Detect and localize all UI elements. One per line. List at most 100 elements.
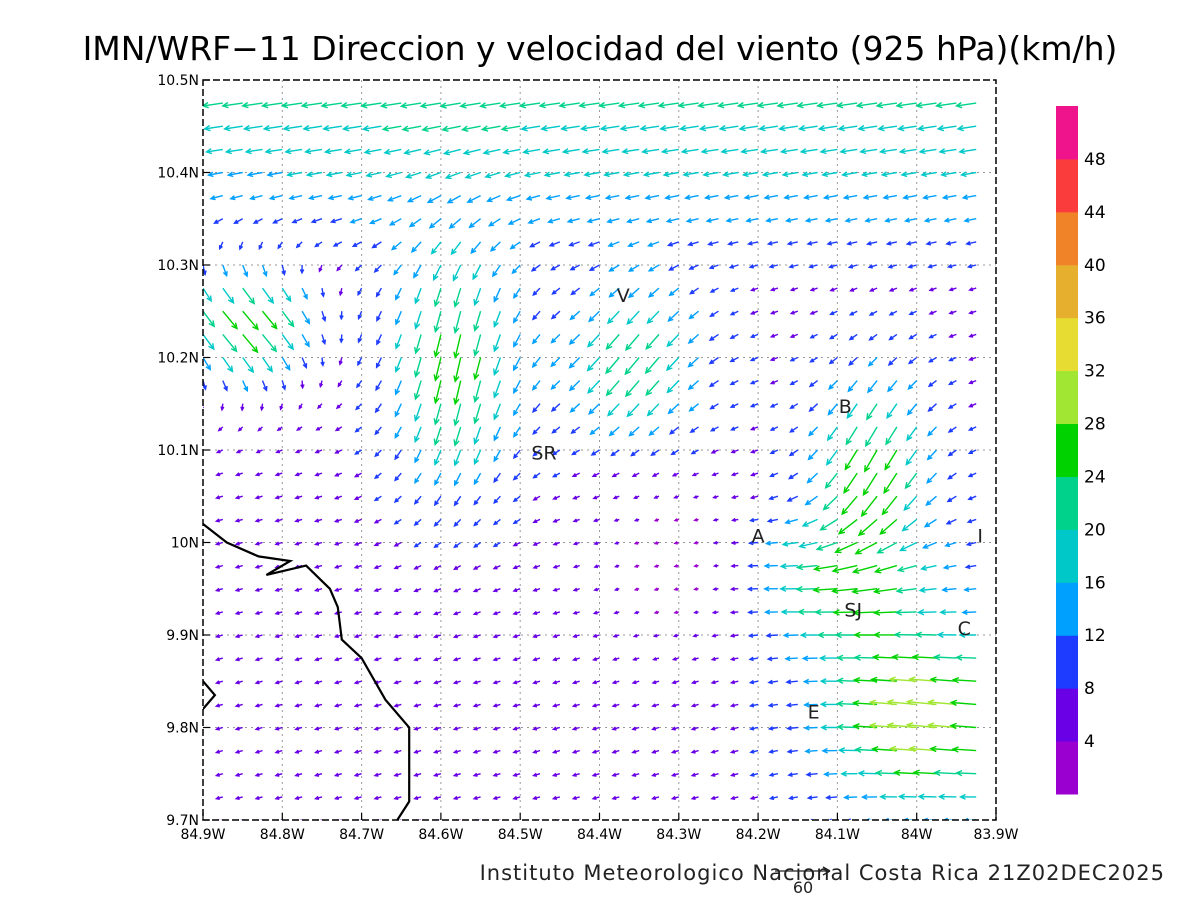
wind-arrow bbox=[472, 680, 481, 685]
wind-arrow bbox=[728, 264, 739, 269]
wind-arrow bbox=[566, 218, 580, 224]
place-label: B bbox=[839, 396, 852, 418]
wind-arrow bbox=[941, 586, 957, 593]
wind-arrow bbox=[393, 726, 402, 731]
wind-arrow bbox=[373, 495, 382, 502]
colorbar-label: 32 bbox=[1084, 362, 1106, 382]
wind-arrow bbox=[867, 380, 878, 394]
wind-arrow bbox=[222, 310, 239, 330]
wind-arrow bbox=[690, 772, 699, 777]
wind-arrow bbox=[545, 194, 561, 201]
wind-arrow bbox=[413, 772, 422, 777]
wind-arrow bbox=[965, 240, 977, 246]
wind-arrow bbox=[414, 449, 422, 464]
wind-arrow bbox=[824, 217, 838, 223]
wind-arrow bbox=[464, 171, 481, 179]
wind-arrow bbox=[608, 287, 620, 298]
wind-arrow bbox=[579, 124, 600, 132]
wind-arrow bbox=[633, 541, 640, 545]
wind-arrow bbox=[707, 241, 719, 246]
wind-arrow bbox=[254, 518, 263, 523]
wind-arrow bbox=[313, 680, 323, 685]
wind-arrow bbox=[254, 795, 263, 800]
wind-arrow bbox=[532, 772, 541, 777]
wind-arrow bbox=[641, 148, 660, 155]
wind-arrow bbox=[268, 194, 283, 201]
wind-arrow bbox=[570, 426, 581, 434]
wind-arrow bbox=[334, 426, 343, 432]
wind-arrow bbox=[254, 633, 263, 639]
wind-arrow bbox=[589, 287, 600, 297]
wind-arrow bbox=[948, 356, 957, 362]
wind-arrow bbox=[234, 772, 243, 777]
wind-arrow bbox=[605, 380, 620, 397]
wind-arrow bbox=[958, 148, 977, 155]
wind-arrow bbox=[320, 357, 325, 368]
wind-arrow bbox=[527, 218, 541, 224]
wind-arrow bbox=[804, 495, 819, 506]
wind-arrow bbox=[484, 171, 501, 179]
wind-arrow bbox=[906, 403, 918, 416]
wind-arrow bbox=[349, 218, 362, 224]
wind-arrow bbox=[927, 403, 937, 412]
wind-arrow bbox=[926, 722, 957, 729]
wind-arrow bbox=[223, 124, 243, 132]
wind-arrow bbox=[313, 726, 323, 731]
wind-arrow bbox=[203, 473, 204, 474]
wind-arrow bbox=[394, 426, 402, 440]
wind-arrow bbox=[459, 102, 481, 109]
wind-arrow bbox=[763, 586, 778, 592]
wind-arrow bbox=[572, 518, 580, 523]
wind-arrow bbox=[729, 749, 739, 754]
wind-arrow bbox=[413, 518, 422, 526]
wind-arrow bbox=[708, 264, 719, 270]
wind-arrow bbox=[591, 795, 600, 800]
wind-arrow bbox=[222, 380, 228, 392]
wind-arrow bbox=[868, 333, 878, 341]
wind-arrow bbox=[218, 241, 224, 251]
wind-arrow bbox=[472, 634, 481, 639]
wind-arrow bbox=[827, 403, 838, 416]
wind-arrow bbox=[373, 726, 382, 731]
wind-arrow bbox=[851, 609, 878, 616]
wind-arrow bbox=[964, 564, 977, 570]
wind-arrow bbox=[946, 264, 957, 269]
wind-arrow bbox=[906, 426, 918, 442]
colorbar-segment bbox=[1056, 529, 1078, 583]
wind-arrow bbox=[933, 769, 957, 777]
wind-arrow bbox=[203, 519, 204, 521]
place-label: SJ bbox=[844, 600, 862, 622]
wind-arrow bbox=[786, 495, 799, 502]
wind-arrow bbox=[879, 793, 897, 800]
wind-arrow bbox=[945, 518, 957, 525]
wind-arrow bbox=[918, 586, 937, 594]
wind-arrow bbox=[626, 403, 640, 418]
wind-arrow bbox=[558, 101, 580, 109]
wind-arrow bbox=[413, 611, 422, 616]
wind-arrow bbox=[532, 749, 541, 754]
wind-arrow bbox=[768, 795, 779, 801]
wind-arrow bbox=[203, 195, 204, 197]
wind-arrow bbox=[215, 449, 224, 454]
wind-arrow bbox=[433, 564, 442, 570]
wind-arrow bbox=[452, 772, 461, 777]
wind-arrow bbox=[338, 357, 343, 366]
wind-arrow bbox=[332, 241, 343, 247]
wind-arrow bbox=[710, 680, 719, 685]
wind-arrow bbox=[571, 680, 580, 685]
wind-arrow bbox=[583, 171, 600, 178]
wind-arrow bbox=[473, 357, 482, 381]
wind-arrow bbox=[282, 124, 303, 132]
wind-arrow bbox=[347, 194, 362, 201]
wind-arrow bbox=[837, 124, 858, 132]
wind-arrow bbox=[314, 241, 323, 248]
wind-arrow bbox=[486, 194, 501, 203]
wind-arrow bbox=[314, 449, 323, 454]
wind-arrow bbox=[254, 472, 263, 477]
wind-arrow bbox=[532, 587, 541, 592]
wind-arrow bbox=[369, 218, 382, 225]
wind-arrow bbox=[413, 657, 422, 662]
wind-arrow bbox=[801, 655, 818, 662]
wind-arrow bbox=[550, 333, 561, 344]
wind-arrow bbox=[883, 472, 898, 495]
